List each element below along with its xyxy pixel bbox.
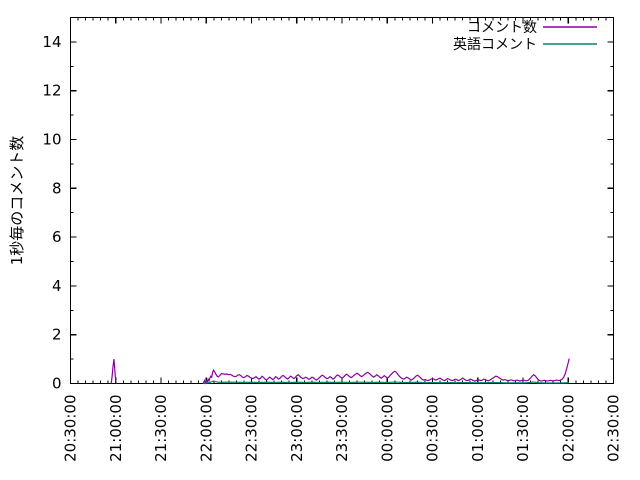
series-line-1	[110, 358, 570, 385]
y-axis-ticks: 0 2 4 6 8 10 12 14	[42, 33, 614, 393]
x-tick-label: 22:00:00	[197, 395, 215, 462]
x-tick-label: 20:30:00	[62, 395, 80, 462]
x-tick-label: 23:30:00	[333, 395, 351, 462]
y-tick-label: 4	[52, 277, 62, 295]
x-tick-label: 02:00:00	[559, 395, 577, 462]
x-axis-ticks: 20:30:00 21:00:00 21:30:00 22:00:00 22:30:00…	[62, 17, 623, 462]
series-line-2	[203, 380, 570, 385]
data-series-group	[110, 358, 570, 385]
x-tick-label: 22:30:00	[243, 395, 261, 462]
x-tick-label: 00:00:00	[378, 395, 396, 462]
x-tick-label: 21:00:00	[107, 395, 125, 462]
y-tick-label: 2	[52, 326, 62, 344]
y-axis-title: 1秒毎のコメント数	[8, 136, 26, 266]
y-tick-label: 8	[52, 179, 62, 197]
y-axis-label-text: 1秒毎のコメント数	[8, 136, 26, 266]
x-tick-label: 01:00:00	[469, 395, 487, 462]
y-tick-label: 10	[42, 131, 61, 149]
x-tick-label: 02:30:00	[605, 395, 623, 462]
legend-label-2: 英語コメント	[453, 36, 537, 53]
y-tick-label: 6	[52, 228, 62, 246]
legend-label-1: コメント数	[467, 20, 537, 36]
y-tick-label: 0	[52, 375, 62, 393]
x-tick-label: 23:00:00	[288, 395, 306, 462]
y-tick-label: 12	[42, 82, 61, 100]
x-tick-label: 21:30:00	[152, 395, 170, 462]
y-tick-label: 14	[42, 33, 61, 51]
x-tick-label: 00:30:00	[424, 395, 442, 462]
x-tick-label: 01:30:00	[514, 395, 532, 462]
plot-frame	[69, 16, 615, 385]
